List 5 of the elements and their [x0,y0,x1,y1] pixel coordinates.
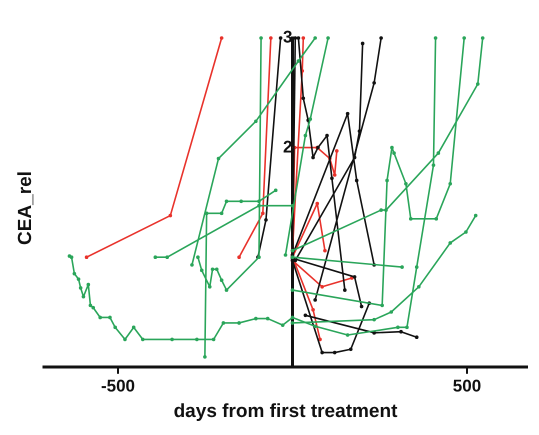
x-axis-title: days from first treatment [174,400,398,422]
x-tick-label: 500 [452,376,482,396]
y-axis-title: CEA_rel [15,171,37,245]
y-tick-label: 3 [283,28,292,47]
x-tick-label: -500 [100,376,135,396]
